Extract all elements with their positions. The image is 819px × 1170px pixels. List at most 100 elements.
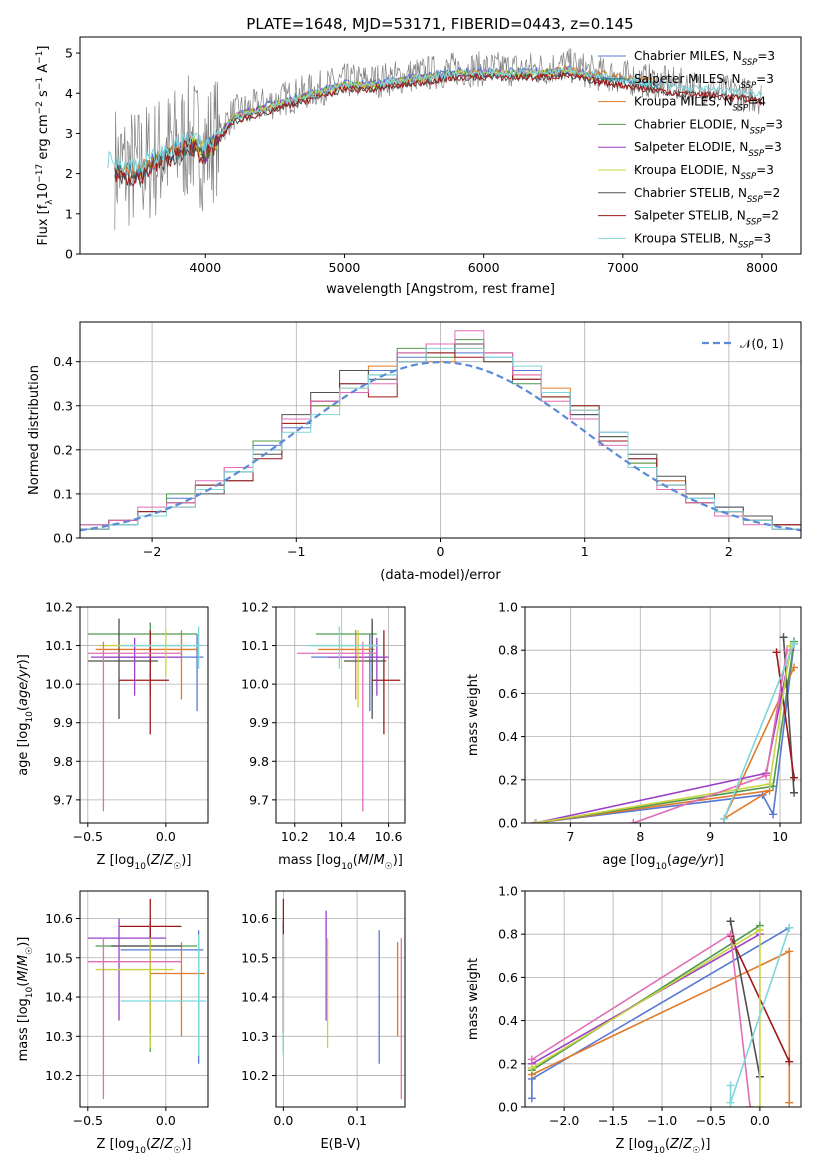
y-tick-label: 10.4 [241, 990, 269, 1005]
data-point [95, 938, 174, 1049]
y-tick-label: 0.6 [498, 686, 518, 701]
x-axis-label: Z [log10(Z/Z☉)] [616, 1137, 711, 1156]
y-tick-label: 1 [65, 206, 73, 221]
legend-label: Chabrier ELODIE, NSSP=3 [634, 117, 783, 136]
legend-label: Salpeter MILES, NSSP=3 [634, 72, 774, 91]
x-tick-label: 2 [725, 544, 733, 559]
x-axis-label: (data-model)/error [380, 568, 501, 583]
data-point [87, 622, 198, 696]
panel-age-vs-Z: −0.5 0.0 9.7 9.8 9.9 10.0 10.1 10.2 Z [log10(Z/Z… [16, 600, 209, 872]
axes-frame [524, 890, 802, 1108]
gaussian-curve [80, 360, 801, 532]
legend-label: Chabrier MILES, NSSP=3 [634, 49, 775, 68]
x-tick-label: −2.0 [549, 1113, 579, 1128]
model-spectrum-line [107, 66, 763, 175]
plot-area [525, 891, 801, 1107]
weight-marker [762, 771, 771, 780]
model-spectrum-line [114, 70, 763, 187]
y-tick-label: 10.1 [241, 638, 269, 653]
panel-spectrum: 4000 5000 6000 7000 8000 0 1 2 3 4 5 wavelength [An… [35, 36, 802, 297]
data-point [306, 626, 380, 669]
x-tick-label: 0 [437, 544, 445, 559]
y-tick-label: 10.6 [241, 911, 269, 926]
data-point [344, 618, 387, 719]
legend-label: Kroupa ELODIE, NSSP=3 [634, 163, 774, 182]
weight-marker [726, 930, 735, 939]
x-tick-label: 1 [581, 544, 589, 559]
y-tick-label: 0 [65, 247, 73, 262]
data-point [120, 626, 202, 669]
x-tick-label: 0.0 [750, 1113, 770, 1128]
x-tick-label: 0.0 [156, 1113, 176, 1128]
weight-marker [755, 925, 764, 934]
y-tick-label: 10.3 [241, 1029, 269, 1044]
data-point [120, 934, 207, 1056]
y-tick-label: 2 [65, 166, 73, 181]
plot-area [525, 607, 801, 823]
x-tick-label: −0.5 [73, 1113, 103, 1128]
y-tick-label: 3 [65, 126, 73, 141]
y-tick-label: 5 [65, 46, 73, 61]
y-tick-label: 9.9 [249, 715, 269, 730]
y-tick-label: 0.0 [498, 816, 518, 831]
data-point [315, 622, 377, 696]
y-tick-label: 10.2 [45, 1068, 73, 1083]
x-tick-label: 9 [706, 829, 714, 844]
y-tick-label: 0.4 [53, 354, 73, 369]
y-tick-label: 0.0 [498, 1100, 518, 1115]
weight-marker [790, 639, 799, 648]
panel-weight-vs-Z: −2.0 −1.5 −1.0 −0.5 0.0 0.0 0.2 0.4 0.6 0.8 1.0 Z [… [466, 884, 802, 1156]
x-tick-label: 10 [772, 829, 788, 844]
y-axis-label: mass weight [466, 958, 481, 1040]
x-tick-label: −1.0 [647, 1113, 677, 1128]
data-point [297, 641, 377, 812]
legend-label: Salpeter STELIB, NSSP=2 [634, 209, 779, 228]
x-tick-label: 6000 [468, 260, 500, 275]
histogram-step [80, 347, 801, 538]
weight-marker [726, 917, 735, 926]
y-tick-label: 10.2 [45, 600, 73, 615]
weight-marker [790, 663, 799, 672]
y-axis-label: age [log10(age/yr)] [16, 654, 35, 776]
legend-label: 𝒩(0, 1) [740, 337, 784, 351]
x-tick-label: −1.5 [598, 1113, 628, 1128]
x-tick-label: 0.0 [156, 829, 176, 844]
data-point [311, 630, 377, 708]
y-tick-label: 0.8 [498, 643, 518, 658]
panel-mass-vs-EBV: 0.0 0.1 10.2 10.3 10.4 10.5 10.6 E(B-V) [241, 890, 406, 1152]
y-tick-label: 1.0 [498, 884, 518, 899]
panel-weight-vs-age: 7 8 9 10 0.0 0.2 0.4 0.6 0.8 1.0 age [log10(age/yr… [466, 600, 802, 872]
y-axis-label: Normed distribution [27, 365, 42, 495]
data-point [150, 942, 205, 1037]
x-tick-label: 4000 [189, 260, 221, 275]
weight-marker [783, 646, 792, 655]
panel-age-vs-mass: 10.2 10.4 10.6 9.7 9.8 9.9 10.0 10.1 10.2 mass [l… [241, 600, 406, 872]
plot-area [276, 891, 405, 1107]
x-axis-label: Z [log10(Z/Z☉)] [97, 1137, 192, 1156]
weight-marker [769, 810, 778, 819]
y-tick-label: 9.8 [53, 754, 73, 769]
x-axis-label: mass [log10(M/M☉)] [278, 853, 403, 872]
axes-frame [275, 890, 406, 1108]
panel-mass-vs-Z: −0.5 0.0 10.2 10.3 10.4 10.5 10.6 Z [log10(Z/Z☉… [16, 890, 209, 1156]
y-tick-label: 0.1 [53, 486, 73, 501]
plot-area [80, 322, 801, 538]
legend-label: Kroupa STELIB, NSSP=3 [634, 231, 771, 250]
y-tick-label: 0.6 [498, 970, 518, 985]
data-point [87, 641, 182, 812]
y-tick-label: 1.0 [498, 600, 518, 615]
weight-marker [527, 1055, 536, 1064]
data-point [95, 630, 198, 700]
weight-marker [785, 923, 794, 932]
y-tick-label: 0.8 [498, 927, 518, 942]
y-tick-label: 9.7 [53, 792, 73, 807]
legend-label: Chabrier STELIB, NSSP=2 [634, 186, 780, 205]
x-tick-label: −2 [143, 544, 161, 559]
y-tick-label: 10.1 [45, 638, 73, 653]
plot-area [107, 48, 763, 230]
y-tick-label: 9.9 [53, 715, 73, 730]
y-tick-label: 9.8 [249, 754, 269, 769]
x-tick-label: 8 [636, 829, 644, 844]
x-tick-label: −1 [287, 544, 305, 559]
axes-frame [79, 36, 802, 255]
